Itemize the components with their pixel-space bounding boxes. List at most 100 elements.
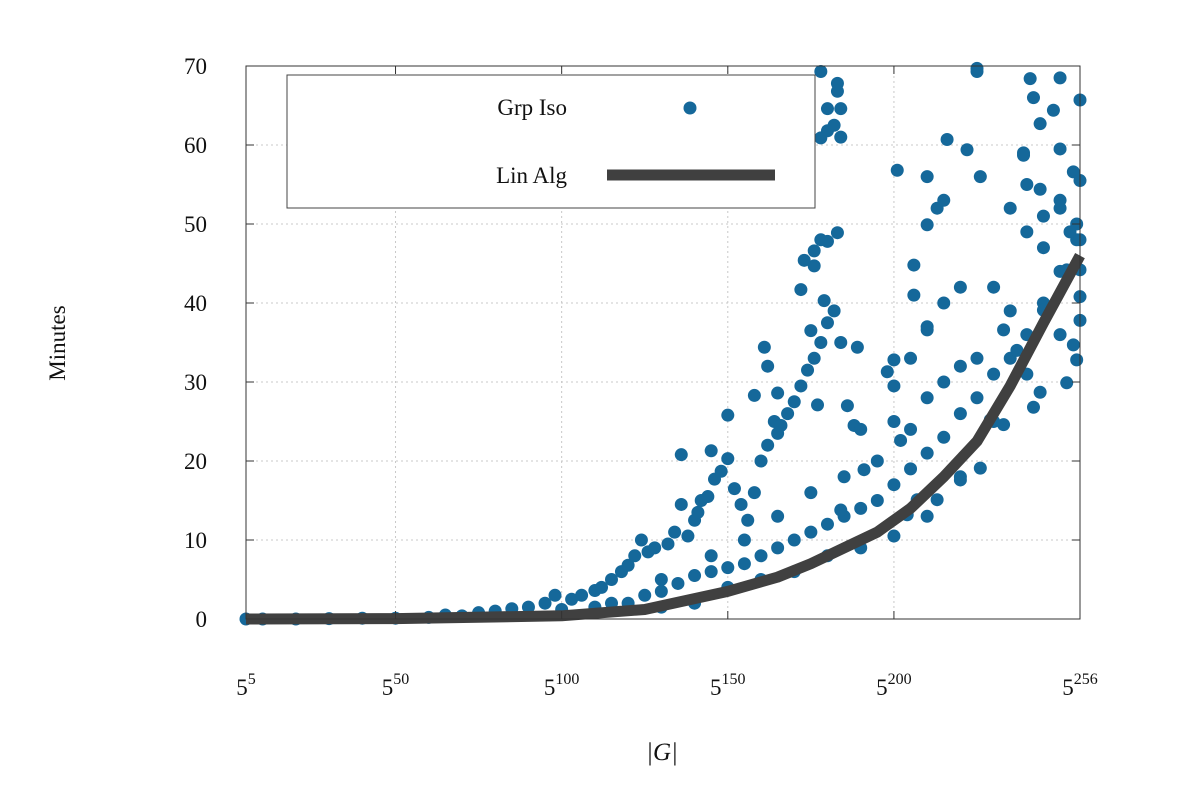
x-tick-label: 55 [236, 671, 256, 700]
data-point [771, 509, 785, 523]
x-tick-label: 5150 [710, 671, 746, 700]
data-point [920, 170, 934, 184]
y-tick-label: 40 [184, 291, 207, 316]
data-point [804, 324, 818, 338]
data-point [757, 340, 771, 354]
axis-ticks: 0 10 20 30 40 50 60 70 55 550 5100 5150 5200 5256 [184, 54, 1098, 700]
data-point [1060, 376, 1074, 390]
data-point [973, 170, 987, 184]
data-point [987, 280, 1001, 294]
data-point [734, 497, 748, 511]
data-point [814, 131, 828, 145]
data-point [604, 573, 618, 586]
data-point [654, 573, 668, 586]
data-point [668, 525, 682, 539]
data-point [840, 399, 854, 413]
data-point [747, 486, 761, 500]
data-point [1046, 103, 1060, 117]
data-point [714, 464, 728, 478]
data-point [638, 588, 652, 602]
data-point [721, 452, 735, 466]
data-point [814, 336, 828, 349]
data-point [904, 462, 918, 476]
data-point [997, 418, 1011, 432]
data-point [880, 365, 894, 379]
data-point [830, 226, 844, 240]
data-point [887, 353, 901, 367]
data-point [960, 143, 974, 157]
data-point [887, 415, 901, 428]
data-point [575, 588, 589, 602]
data-point [648, 541, 662, 555]
y-tick-label: 30 [184, 370, 207, 395]
data-point [807, 244, 821, 258]
data-point [907, 258, 921, 272]
data-point [827, 304, 841, 318]
y-tick-label: 10 [184, 528, 207, 553]
legend-box [286, 74, 816, 209]
data-point [727, 482, 741, 496]
data-point [548, 588, 562, 602]
data-point [654, 584, 668, 598]
data-point [691, 505, 705, 519]
data-point [930, 493, 944, 507]
data-point [937, 296, 951, 310]
legend-label-grp-iso: Grp Iso [497, 95, 567, 120]
x-tick-label: 5100 [544, 671, 580, 700]
x-tick-label: 550 [382, 671, 410, 700]
data-point [887, 529, 901, 543]
data-point [894, 433, 908, 447]
data-point [953, 473, 967, 487]
data-point [688, 569, 702, 583]
data-point [771, 386, 785, 400]
data-point [1003, 201, 1017, 215]
data-point [870, 454, 884, 468]
data-point [1026, 400, 1040, 414]
data-point [781, 407, 795, 421]
data-point [827, 118, 841, 132]
data-point [737, 533, 751, 547]
data-point [904, 422, 918, 436]
data-point [817, 294, 831, 308]
data-point [1053, 328, 1067, 342]
data-point [937, 430, 951, 444]
data-point [807, 259, 821, 273]
data-point [1066, 338, 1080, 352]
data-point [1070, 353, 1084, 367]
data-point [661, 537, 675, 551]
data-point [794, 379, 808, 393]
data-point [538, 596, 552, 610]
data-point [920, 509, 934, 523]
data-point [701, 490, 715, 504]
data-point [973, 461, 987, 475]
legend-marker-grp-iso [683, 101, 697, 115]
x-axis-label: |G| [646, 739, 678, 766]
data-point [565, 592, 579, 606]
data-point [820, 517, 834, 531]
data-point [953, 407, 967, 421]
data-point [737, 557, 751, 571]
data-point [1020, 178, 1034, 191]
legend: Grp Iso Lin Alg [286, 74, 816, 209]
data-point [834, 503, 848, 517]
data-point [634, 533, 648, 547]
data-point [761, 359, 775, 373]
y-tick-label: 50 [184, 212, 207, 237]
data-point [674, 497, 688, 511]
data-point [887, 379, 901, 393]
data-point [820, 102, 834, 116]
data-point [801, 363, 815, 377]
data-point [1010, 343, 1024, 357]
data-point [850, 340, 864, 354]
data-point [1063, 225, 1077, 239]
data-point [887, 478, 901, 492]
data-point [787, 533, 801, 547]
data-point [754, 549, 768, 563]
data-point [854, 501, 868, 515]
x-tick-label: 5200 [876, 671, 912, 700]
data-point [1036, 241, 1050, 255]
data-point [870, 494, 884, 507]
data-point [804, 525, 818, 539]
data-point [953, 280, 967, 294]
